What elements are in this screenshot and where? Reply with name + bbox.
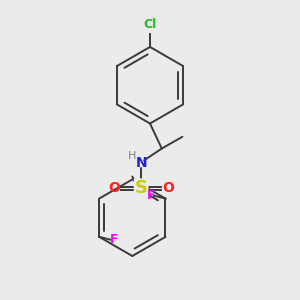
Text: F: F — [110, 233, 118, 246]
Text: O: O — [108, 181, 120, 195]
Text: S: S — [135, 179, 148, 197]
Text: O: O — [163, 181, 175, 195]
Text: H: H — [128, 151, 136, 161]
Text: N: N — [135, 156, 147, 170]
Text: F: F — [146, 189, 155, 202]
Text: Cl: Cl — [143, 18, 157, 31]
